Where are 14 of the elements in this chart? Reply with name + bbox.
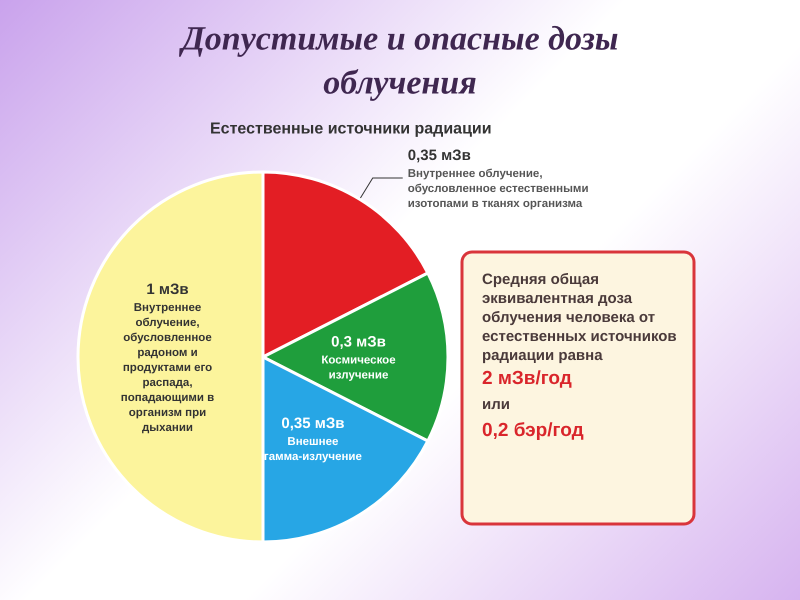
data-label: 0,3 мЗв [331, 334, 386, 350]
chart-subtitle: Естественные источники радиации [210, 120, 492, 138]
text: Средняя общая эквивалентная доза облучения человека от естественных источников радиации равна [482, 271, 677, 364]
category-label: Внутреннее облучение, обусловленное радоном и продуктами его распада, попадающими в организм при дыхании [120, 302, 214, 434]
text: 0,2 бэр/год [482, 420, 584, 441]
slice-label: Внутреннее облучение, обусловленное естественными изотопами в тканях организма [408, 168, 589, 210]
data-label: 0,35 мЗв [281, 414, 344, 432]
text: 2 мЗв/год [482, 368, 572, 389]
data-label: 0,35 мЗв [408, 146, 471, 164]
data-label: 1 мЗв [146, 281, 189, 298]
slice-label: Космическое излучение [321, 354, 396, 382]
chart-title: Допустимые и опасные дозы облучения [178, 20, 618, 102]
slice-label: Внешнее гамма-излучение [264, 436, 362, 463]
text: или [482, 396, 510, 413]
